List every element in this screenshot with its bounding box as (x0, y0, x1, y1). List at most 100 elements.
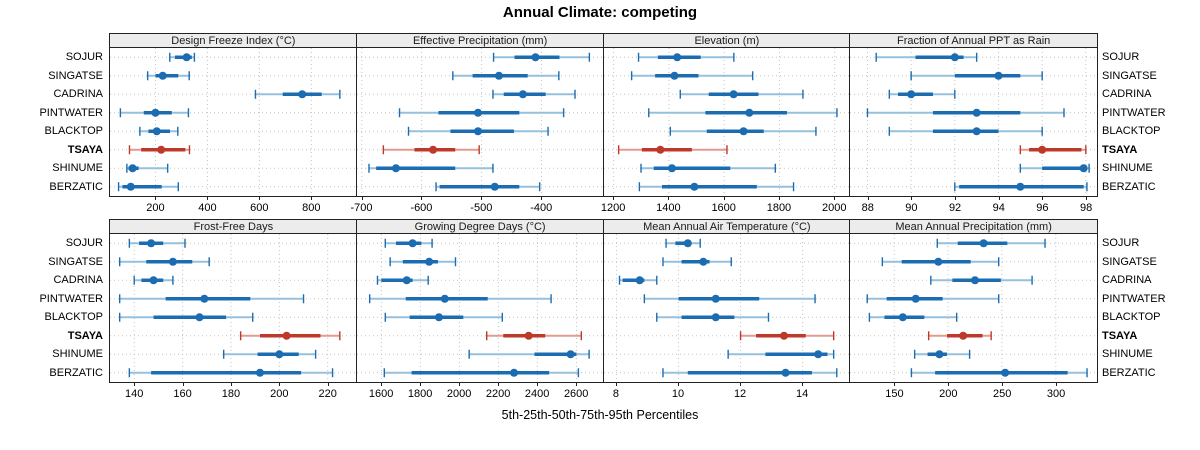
median-dot-blacktop (473, 127, 482, 136)
x-tick-mark (381, 382, 383, 386)
x-tick-label: 300 (1046, 388, 1066, 400)
x-tick-mark (668, 196, 670, 200)
x-tick-label: -500 (470, 202, 493, 214)
median-dot-shinume (566, 350, 575, 359)
x-tick-label: 1600 (711, 202, 736, 214)
median-dot-sojur (951, 53, 960, 62)
site-label-left-sojur: SOJUR (65, 237, 103, 250)
site-label-right-pintwater: PINTWATER (1102, 106, 1166, 119)
x-tick-label: 250 (992, 388, 1012, 400)
median-dot-blacktop (739, 127, 748, 136)
x-tick-label: 160 (173, 388, 192, 400)
x-tick-mark (230, 382, 232, 386)
median-dot-sojur (979, 239, 988, 248)
x-tick-mark (361, 196, 363, 200)
site-label-right-sojur: SOJUR (1102, 51, 1140, 64)
median-dot-sojur (182, 53, 191, 62)
site-label-right-tsaya: TSAYA (1102, 143, 1138, 156)
median-dot-sojur (408, 239, 417, 248)
x-tick-mark (311, 196, 313, 200)
median-dot-sojur (672, 53, 681, 62)
x-tick-label: 12 (733, 388, 747, 400)
median-dot-pintwater (440, 294, 449, 303)
median-dot-singatse (698, 257, 707, 266)
x-tick-mark (677, 382, 679, 386)
x-tick-label: 2600 (563, 388, 589, 400)
chart-title: Annual Climate: competing (502, 4, 698, 21)
median-dot-singatse (424, 257, 433, 266)
x-tick-mark (613, 196, 615, 200)
interval-plot-svg (110, 48, 357, 196)
x-tick-mark (998, 196, 1000, 200)
site-label-left-sojur: SOJUR (65, 51, 103, 64)
site-label-left-singatse: SINGATSE (48, 69, 103, 82)
median-dot-sojur (147, 239, 156, 248)
x-tick-label: 1800 (407, 388, 433, 400)
x-tick-label: 1200 (600, 202, 626, 214)
panel-growing-degree-days-c- (355, 233, 605, 383)
median-dot-berzatic (490, 182, 499, 191)
median-dot-blacktop (152, 127, 161, 136)
interval-plot-svg (850, 234, 1097, 382)
median-dot-tsaya (157, 145, 166, 154)
median-dot-shinume (935, 350, 944, 359)
x-tick-mark (1042, 196, 1044, 200)
median-dot-singatse (669, 71, 678, 80)
x-tick-mark (327, 382, 329, 386)
median-dot-pintwater (473, 108, 482, 117)
median-dot-singatse (494, 71, 503, 80)
median-dot-sojur (683, 239, 692, 248)
median-dot-singatse (994, 71, 1003, 80)
median-dot-shinume (391, 164, 400, 173)
median-dot-tsaya (282, 331, 291, 340)
site-label-left-berzatic: BERZATIC (49, 366, 103, 379)
median-dot-blacktop (972, 127, 981, 136)
x-tick-mark (459, 382, 461, 386)
median-dot-blacktop (899, 313, 908, 322)
x-tick-mark (802, 382, 804, 386)
site-label-left-pintwater: PINTWATER (39, 292, 103, 305)
site-label-right-pintwater: PINTWATER (1102, 292, 1166, 305)
site-label-right-cadrina: CADRINA (1102, 274, 1152, 287)
interval-plot-svg (356, 234, 604, 382)
site-label-right-shinume: SHINUME (1102, 162, 1153, 175)
site-label-left-singatse: SINGATSE (48, 255, 103, 268)
x-tick-mark (740, 382, 742, 386)
median-dot-berzatic (781, 368, 790, 377)
x-tick-label: 200 (146, 202, 165, 214)
site-label-left-cadrina: CADRINA (53, 274, 103, 287)
median-dot-cadrina (149, 276, 158, 285)
median-dot-singatse (158, 71, 167, 80)
x-tick-mark (1002, 382, 1004, 386)
x-tick-mark (481, 196, 483, 200)
median-dot-shinume (1079, 164, 1088, 173)
median-dot-singatse (934, 257, 943, 266)
site-label-right-blacktop: BLACKTOP (1102, 125, 1161, 138)
median-dot-cadrina (729, 90, 738, 99)
median-dot-tsaya (1038, 145, 1047, 154)
interval-plot-svg (603, 234, 851, 382)
x-tick-label: 94 (992, 202, 1005, 214)
panel-fraction-of-annual-ppt-as-rain (849, 47, 1098, 197)
median-dot-cadrina (971, 276, 980, 285)
interval-plot-svg (603, 48, 851, 196)
x-tick-label: 90 (905, 202, 918, 214)
site-label-right-singatse: SINGATSE (1102, 69, 1157, 82)
median-dot-shinume (128, 164, 137, 173)
site-label-left-tsaya: TSAYA (67, 143, 103, 156)
median-dot-pintwater (972, 108, 981, 117)
x-tick-label: 1600 (368, 388, 394, 400)
x-tick-label: 2000 (446, 388, 472, 400)
x-tick-label: 8 (612, 388, 619, 400)
median-dot-sojur (531, 53, 540, 62)
median-dot-pintwater (200, 294, 209, 303)
site-label-left-blacktop: BLACKTOP (44, 125, 104, 138)
site-label-left-pintwater: PINTWATER (39, 106, 103, 119)
x-tick-label: 2000 (821, 202, 847, 214)
median-dot-berzatic (689, 182, 698, 191)
x-tick-mark (537, 382, 539, 386)
median-dot-tsaya (524, 331, 533, 340)
site-label-right-blacktop: BLACKTOP (1102, 311, 1161, 324)
interval-plot-svg (356, 48, 604, 196)
site-label-left-shinume: SHINUME (52, 162, 103, 175)
